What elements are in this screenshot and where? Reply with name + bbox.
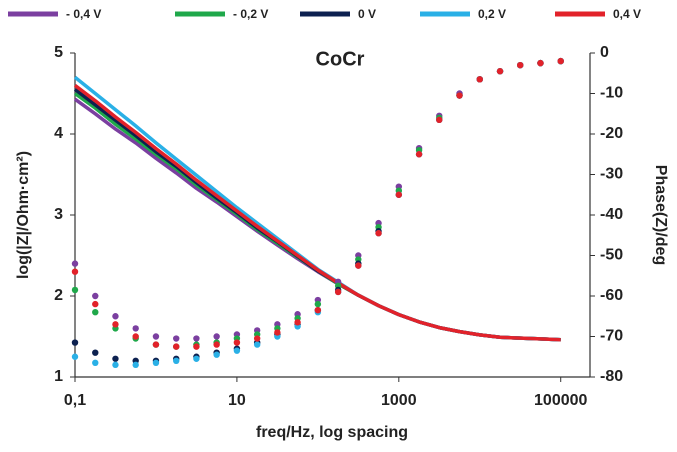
phase-dot xyxy=(132,361,139,369)
y2-tick-label: -60 xyxy=(600,287,623,304)
phase-dot xyxy=(92,300,99,308)
phase-dot xyxy=(173,343,180,350)
phase-dot xyxy=(173,357,180,364)
y2-tick-label: -20 xyxy=(600,125,623,142)
phase-dot xyxy=(112,355,119,362)
phase-dot xyxy=(112,313,119,320)
y-tick-label: 5 xyxy=(54,44,63,61)
phase-dot xyxy=(557,57,564,65)
phase-dot xyxy=(213,341,220,348)
x-tick-label: 10 xyxy=(228,392,246,409)
phase-dot xyxy=(71,260,79,267)
y2-tick-label: -50 xyxy=(600,247,623,264)
y2-tick-label: -10 xyxy=(600,85,623,102)
phase-dot xyxy=(71,339,79,346)
phase-dot xyxy=(92,359,99,367)
phase-dot xyxy=(314,300,322,308)
phase-dot xyxy=(112,321,119,328)
phase-dot xyxy=(355,262,362,269)
y2-tick-label: -70 xyxy=(600,328,623,345)
phase-dot xyxy=(152,341,160,348)
y2-axis-label: Phase(Z)/deg xyxy=(652,165,669,265)
phase-dot xyxy=(193,335,200,342)
phase-dot xyxy=(92,309,99,316)
legend-label: 0 V xyxy=(358,7,376,21)
phase-dot xyxy=(71,268,79,275)
phase-dot xyxy=(233,339,241,346)
legend-label: 0,4 V xyxy=(613,7,641,21)
y-tick-label: 2 xyxy=(54,287,63,304)
x-tick-label: 100000 xyxy=(534,392,587,409)
phase-dot xyxy=(456,92,463,99)
phase-dot xyxy=(517,61,524,69)
phase-dot xyxy=(112,361,119,369)
phase-dot xyxy=(233,347,241,354)
phase-dot xyxy=(132,325,139,332)
y2-tick-label: -30 xyxy=(600,166,623,183)
phase-dot xyxy=(213,333,220,340)
phase-dot xyxy=(92,349,99,356)
phase-dot xyxy=(213,351,220,358)
phase-dot xyxy=(193,355,200,362)
phase-dot xyxy=(274,329,281,336)
phase-dot xyxy=(395,191,403,198)
chart-title: CoCr xyxy=(316,48,365,70)
legend-label: 0,2 V xyxy=(478,7,506,21)
phase-dot xyxy=(537,59,544,67)
x-axis-label: freq/Hz, log spacing xyxy=(256,424,408,441)
legend-label: - 0,4 V xyxy=(66,7,101,21)
phase-dot xyxy=(436,116,443,124)
legend-label: - 0,2 V xyxy=(233,7,268,21)
y2-tick-label: 0 xyxy=(600,44,609,61)
phase-dot xyxy=(415,151,423,158)
phase-dot xyxy=(253,335,261,342)
phase-dot xyxy=(152,359,160,367)
phase-dot xyxy=(71,286,79,294)
x-tick-label: 0,1 xyxy=(64,392,86,409)
phase-dot xyxy=(193,343,200,350)
phase-dot xyxy=(92,292,99,300)
phase-dot xyxy=(71,353,79,360)
phase-dot xyxy=(253,341,261,348)
phase-dot xyxy=(314,306,322,314)
impedance-line xyxy=(73,84,561,342)
phase-dot xyxy=(496,68,504,75)
phase-dot xyxy=(173,335,180,342)
phase-dot xyxy=(375,230,382,237)
x-tick-label: 1000 xyxy=(381,392,417,409)
y-tick-label: 1 xyxy=(54,368,63,385)
phase-dot xyxy=(294,319,301,326)
phase-dot xyxy=(476,76,483,83)
y-axis-label: log(|Z|/Ohm·cm²) xyxy=(15,151,32,279)
phase-dot xyxy=(132,333,139,340)
y2-tick-label: -80 xyxy=(600,368,623,385)
y-tick-label: 4 xyxy=(54,125,63,142)
y2-tick-label: -40 xyxy=(600,206,623,223)
y-tick-label: 3 xyxy=(54,206,63,223)
phase-dot xyxy=(334,288,342,296)
phase-dot xyxy=(152,333,160,340)
